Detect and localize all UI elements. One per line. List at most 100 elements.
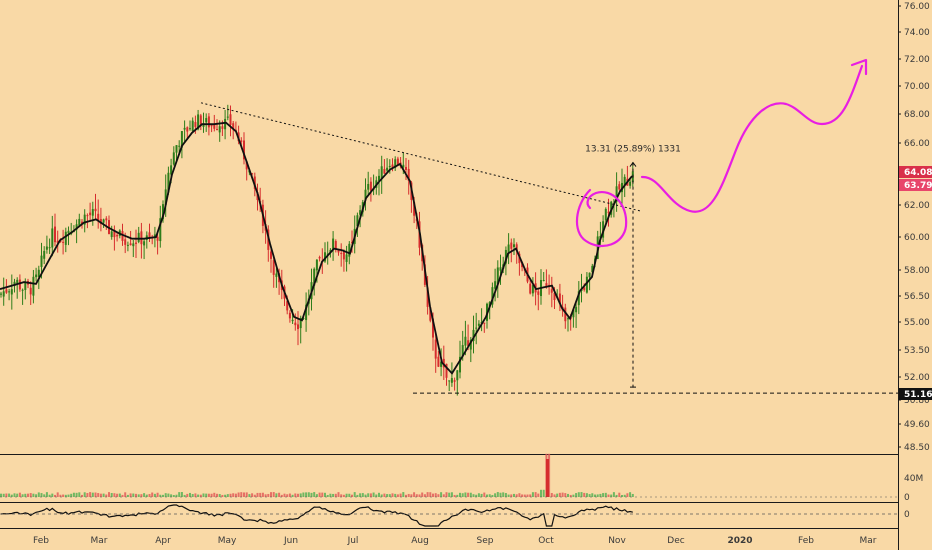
volume-bar bbox=[110, 493, 113, 497]
candle-body bbox=[359, 210, 362, 215]
price-tag-previous: 63.79 bbox=[899, 179, 932, 191]
volume-bar bbox=[537, 493, 540, 497]
candle-body bbox=[499, 267, 502, 271]
candle-body bbox=[315, 259, 318, 271]
forecast-arrow-icon bbox=[850, 58, 868, 76]
candle-body bbox=[135, 242, 137, 244]
forecast-path-drawing[interactable] bbox=[640, 64, 864, 213]
volume-bar bbox=[448, 492, 451, 497]
volume-bar bbox=[572, 494, 575, 497]
candle-body bbox=[588, 272, 591, 278]
volume-bar bbox=[542, 489, 545, 497]
candle-body bbox=[507, 244, 510, 253]
volume-bar bbox=[359, 493, 362, 497]
candle-body bbox=[459, 356, 461, 373]
volume-bar bbox=[99, 493, 102, 497]
time-axis-label: Mar bbox=[860, 536, 877, 546]
volume-bar bbox=[283, 493, 286, 497]
volume-bar bbox=[91, 492, 94, 497]
candle-body bbox=[78, 218, 81, 226]
price-axis-tick: 66.00 bbox=[904, 139, 930, 149]
volume-bar bbox=[286, 494, 289, 497]
volume-bar bbox=[5, 493, 8, 497]
candle-body bbox=[402, 164, 405, 168]
candle-body bbox=[172, 152, 175, 165]
candle-body bbox=[364, 189, 367, 201]
volume-bar bbox=[502, 492, 505, 497]
candle-body bbox=[189, 128, 191, 130]
candle-body bbox=[164, 189, 167, 206]
volume-bar bbox=[418, 494, 421, 497]
candle-body bbox=[199, 115, 202, 126]
volume-bar bbox=[567, 493, 569, 497]
volume-bar bbox=[510, 494, 513, 497]
time-axis-label: Sep bbox=[477, 536, 494, 546]
highlight-circle-drawing[interactable] bbox=[575, 188, 628, 247]
candle-body bbox=[297, 324, 299, 330]
candle-body bbox=[91, 209, 94, 216]
volume-bar bbox=[59, 494, 62, 497]
candle-body bbox=[178, 145, 181, 147]
candle-body bbox=[618, 184, 621, 190]
candle-body bbox=[537, 291, 540, 295]
volume-bar bbox=[167, 493, 170, 497]
volume-bar bbox=[221, 494, 224, 497]
candle-body bbox=[623, 176, 626, 186]
candle-body bbox=[126, 244, 129, 246]
candle-body bbox=[83, 214, 86, 225]
volume-bar bbox=[329, 493, 332, 497]
price-axis-tick: 70.00 bbox=[904, 82, 930, 92]
candle-body bbox=[124, 239, 127, 245]
volume-bar bbox=[189, 492, 191, 497]
volume-bar bbox=[70, 493, 73, 497]
volume-bar bbox=[599, 493, 602, 497]
candle-body bbox=[21, 289, 24, 291]
volume-bar bbox=[129, 493, 132, 497]
volume-bar bbox=[81, 494, 83, 497]
volume-bar bbox=[396, 494, 399, 497]
candle-body bbox=[86, 215, 89, 217]
candle-body bbox=[245, 161, 248, 170]
volume-bar bbox=[40, 493, 43, 497]
candle-body bbox=[243, 140, 245, 160]
volume-bar bbox=[245, 492, 248, 497]
volume-bar bbox=[51, 493, 54, 497]
volume-bar bbox=[499, 492, 502, 497]
candle-body bbox=[407, 168, 410, 181]
volume-bar bbox=[24, 493, 27, 497]
volume-bar bbox=[378, 492, 380, 497]
volume-bar bbox=[64, 494, 67, 497]
volume-bar bbox=[367, 493, 370, 497]
volume-bar bbox=[54, 494, 56, 497]
candle-body bbox=[583, 287, 586, 290]
price-axis-tick: 49.60 bbox=[904, 420, 930, 430]
volume-bar bbox=[383, 493, 386, 497]
volume-bar bbox=[340, 494, 343, 497]
candle-body bbox=[394, 159, 397, 168]
volume-bar bbox=[237, 492, 240, 497]
volume-bar bbox=[205, 493, 208, 497]
volume-bar bbox=[583, 492, 586, 497]
candle-body bbox=[216, 129, 218, 131]
volume-bar bbox=[548, 453, 551, 497]
volume-bar bbox=[313, 492, 316, 497]
volume-bar bbox=[126, 494, 129, 497]
volume-bar bbox=[564, 493, 567, 497]
volume-bar bbox=[477, 493, 480, 497]
descending-trendline[interactable] bbox=[200, 102, 643, 212]
volume-bar bbox=[407, 493, 410, 497]
volume-bar bbox=[491, 494, 494, 497]
candle-body bbox=[170, 165, 173, 175]
candle-body bbox=[24, 282, 27, 290]
volume-bar bbox=[224, 494, 227, 497]
candle-body bbox=[132, 243, 135, 247]
time-axis-label: May bbox=[218, 536, 237, 546]
volume-bar bbox=[270, 492, 272, 497]
candle-body bbox=[378, 175, 380, 181]
volume-bar bbox=[372, 492, 375, 497]
candle-body bbox=[191, 120, 194, 132]
candle-body bbox=[75, 224, 78, 230]
volume-axis-tick-40m: 40M bbox=[904, 474, 923, 484]
volume-bar bbox=[553, 494, 556, 497]
